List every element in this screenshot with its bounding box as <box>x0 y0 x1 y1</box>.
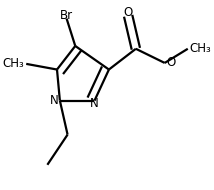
Text: CH₃: CH₃ <box>190 42 211 55</box>
Text: O: O <box>167 56 176 69</box>
Text: CH₃: CH₃ <box>3 57 24 70</box>
Text: Br: Br <box>60 9 73 22</box>
Text: O: O <box>123 6 133 19</box>
Text: N: N <box>50 94 58 107</box>
Text: N: N <box>90 97 99 110</box>
